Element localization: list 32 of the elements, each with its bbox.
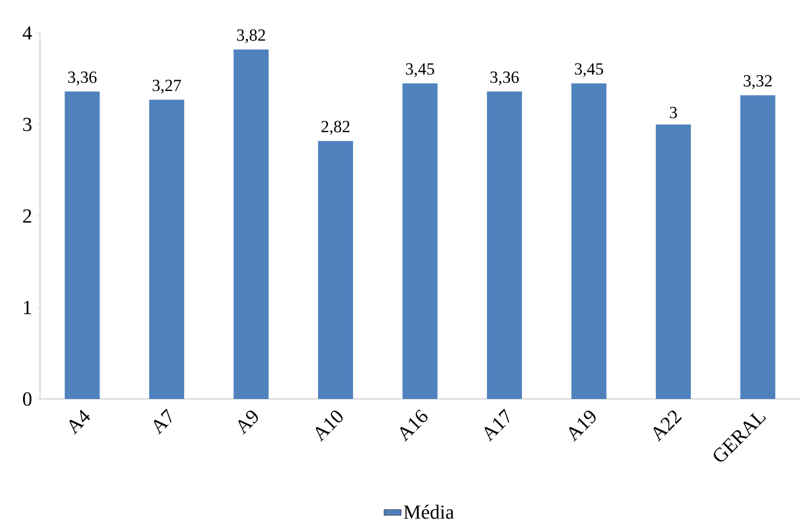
bar [149, 100, 184, 399]
data-label: 3,36 [490, 71, 519, 86]
bar [486, 92, 522, 399]
x-tick-label: A17 [484, 408, 510, 442]
x-tick-label: A9 [238, 410, 258, 435]
bar [740, 95, 776, 399]
bar [64, 92, 100, 399]
data-label: 3,36 [68, 71, 97, 86]
bar [234, 49, 269, 399]
y-tick-label: 1 [24, 300, 32, 314]
bar [402, 83, 438, 399]
x-tick-label: A4 [69, 410, 90, 435]
x-tick-label: A10 [316, 410, 343, 442]
bar [571, 83, 606, 399]
x-tick-label: A19 [568, 410, 596, 442]
bar [656, 124, 691, 399]
y-tick-label: 4 [22, 26, 32, 40]
x-tick-label: A16 [400, 409, 428, 442]
data-label: 3,45 [406, 63, 434, 78]
data-label: 3,32 [744, 75, 772, 89]
data-label: 3,27 [152, 80, 182, 94]
data-label: 3,45 [574, 63, 604, 78]
y-tick-label: 3 [23, 118, 32, 132]
data-label: 3,82 [237, 29, 265, 44]
x-tick-label: A7 [154, 408, 172, 435]
bar [318, 140, 354, 399]
data-label: 2,82 [321, 120, 350, 135]
y-tick-label: 0 [23, 392, 32, 406]
data-label: 3 [670, 106, 677, 118]
x-tick-label: A22 [653, 410, 682, 442]
y-tick-label: 2 [23, 209, 32, 223]
legend-label: Média [404, 504, 454, 519]
